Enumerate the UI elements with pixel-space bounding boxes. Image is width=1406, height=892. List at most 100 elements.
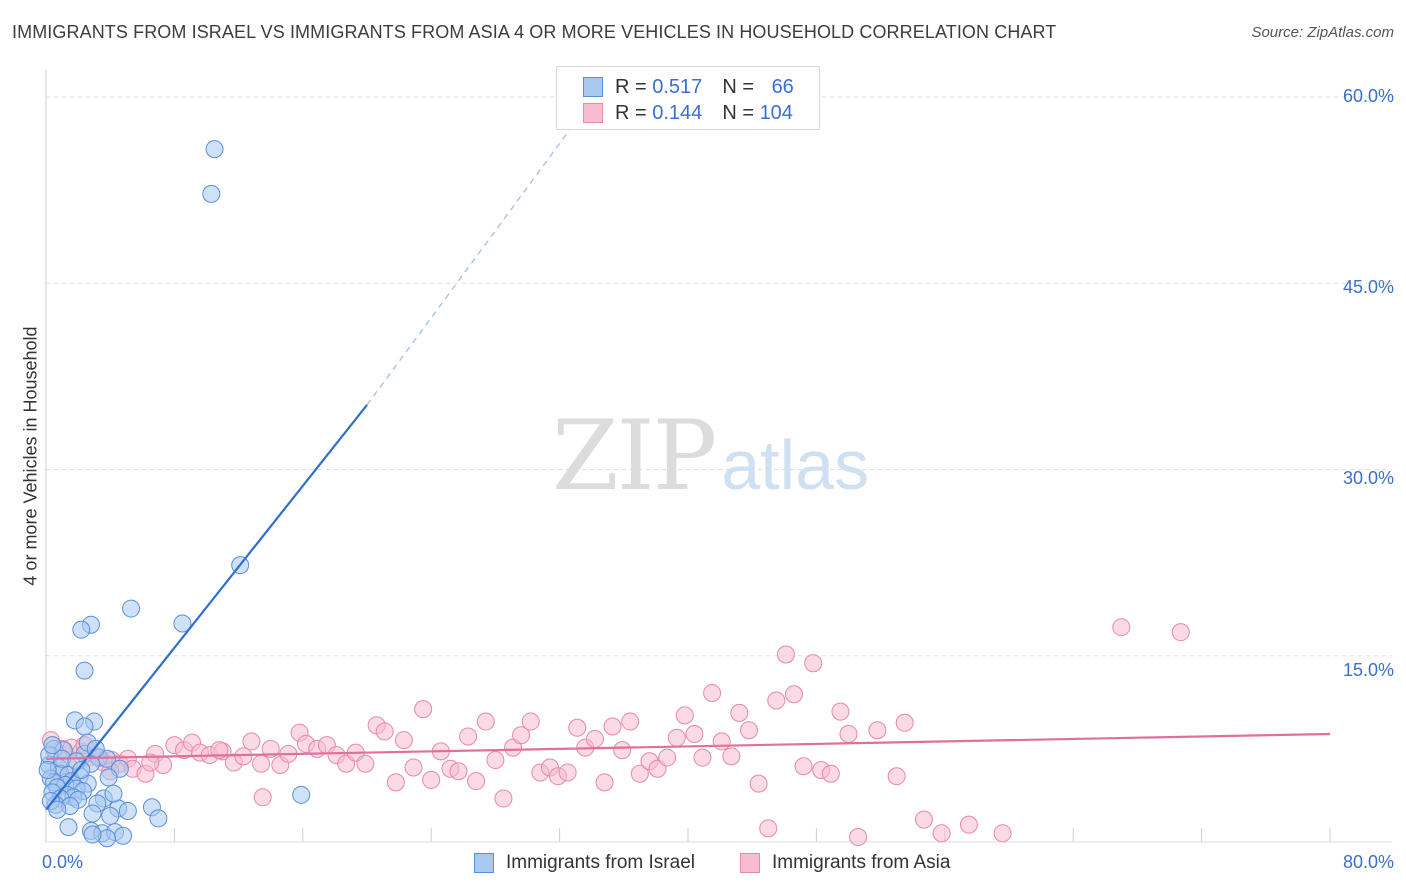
asia-point: [449, 762, 468, 781]
asia-point: [568, 718, 587, 737]
legend-r-value: 0.144: [652, 102, 703, 124]
legend-swatch-israel: [583, 77, 603, 97]
legend-r-value: 0.517: [652, 76, 703, 98]
legend-n-label: N =: [722, 102, 760, 124]
axes: [45, 70, 1392, 843]
israel-trend-extension: [366, 121, 577, 406]
x-tick-80: 80.0%: [1342, 852, 1394, 872]
asia-point: [558, 763, 577, 782]
bottom-legend-swatch-israel: [474, 853, 494, 873]
israel-point: [59, 818, 78, 837]
asia-point: [422, 770, 441, 789]
asia-point: [1171, 623, 1190, 642]
asia-point: [252, 754, 271, 773]
asia-point: [739, 721, 758, 740]
israel-point: [118, 801, 137, 820]
israel-point: [83, 825, 102, 844]
legend-n-value: 66: [771, 76, 794, 98]
asia-point: [675, 706, 694, 725]
israel-point: [38, 760, 57, 779]
asia-point: [630, 764, 649, 783]
israel-points: [38, 140, 311, 848]
asia-point: [459, 727, 478, 746]
legend-r-label: R =: [615, 76, 653, 98]
israel-point: [173, 614, 192, 633]
israel-point: [205, 140, 224, 159]
asia-point: [414, 700, 433, 719]
legend-text-israel: R = 0.517 N = 66: [615, 76, 794, 99]
israel-point: [72, 760, 91, 779]
asia-point: [512, 726, 531, 745]
y-axis-label: 4 or more Vehicles in Household: [20, 326, 41, 586]
asia-point: [494, 789, 513, 808]
israel-point: [75, 661, 94, 680]
legend-n-label: N =: [722, 76, 760, 98]
asia-point: [386, 773, 405, 792]
asia-point: [613, 741, 632, 760]
asia-point: [849, 828, 868, 847]
asia-point: [821, 764, 840, 783]
legend-r-label: R =: [615, 102, 653, 124]
asia-point: [486, 751, 505, 770]
asia-point: [703, 684, 722, 702]
asia-point: [1112, 618, 1131, 637]
asia-points: [41, 618, 1190, 847]
asia-point: [759, 819, 778, 838]
asia-point: [476, 712, 495, 731]
israel-point: [99, 768, 118, 787]
asia-point: [730, 703, 749, 722]
asia-point: [658, 748, 677, 767]
asia-point: [141, 753, 160, 772]
y-tick-45: 45.0%: [1342, 277, 1394, 297]
x-tick-0: 0.0%: [42, 852, 84, 872]
asia-point: [959, 815, 978, 834]
legend-swatch-asia: [583, 103, 603, 123]
asia-point: [712, 732, 731, 751]
asia-point: [831, 702, 850, 721]
asia-point: [895, 713, 914, 732]
correlation-legend: R = 0.517 N = 66 R = 0.144 N = 104: [556, 66, 820, 130]
asia-point: [595, 773, 614, 792]
israel-point: [104, 784, 123, 803]
asia-point: [603, 717, 622, 736]
israel-point: [101, 806, 120, 825]
asia-point: [375, 722, 394, 741]
asia-point: [253, 788, 272, 807]
asia-point: [261, 739, 280, 758]
asia-trend-line: [45, 732, 1331, 760]
asia-point: [839, 724, 858, 743]
israel-trend-line: [45, 404, 368, 811]
asia-point: [521, 712, 540, 731]
source-label: Source: ZipAtlas.com: [1251, 24, 1394, 41]
asia-point: [234, 747, 253, 766]
israel-point: [48, 800, 67, 819]
asia-point: [685, 724, 704, 743]
trend-lines: [45, 121, 1331, 811]
israel-point: [43, 736, 62, 755]
asia-point: [693, 748, 712, 767]
israel-point: [149, 809, 168, 828]
grid-lines: [46, 96, 1392, 842]
bottom-legend-swatch-asia: [740, 853, 760, 873]
asia-point: [404, 758, 423, 777]
asia-point: [356, 754, 375, 773]
israel-point: [83, 804, 102, 823]
asia-point: [722, 747, 741, 766]
y-tick-15: 15.0%: [1342, 660, 1394, 680]
asia-point: [776, 645, 795, 664]
asia-point: [667, 728, 686, 747]
asia-point: [914, 810, 933, 829]
legend-text-asia: R = 0.144 N = 104: [615, 102, 793, 125]
bottom-legend-label-israel: Immigrants from Israel: [506, 852, 695, 873]
asia-point: [804, 654, 823, 673]
israel-point: [122, 599, 141, 618]
bottom-legend-label-asia: Immigrants from Asia: [772, 852, 951, 873]
asia-point: [749, 774, 768, 793]
israel-point: [114, 826, 133, 845]
asia-point: [794, 757, 813, 776]
asia-point: [767, 691, 786, 710]
asia-point: [394, 731, 413, 750]
y-tick-30: 30.0%: [1342, 468, 1394, 488]
chart-title: IMMIGRANTS FROM ISRAEL VS IMMIGRANTS FRO…: [12, 22, 1057, 42]
